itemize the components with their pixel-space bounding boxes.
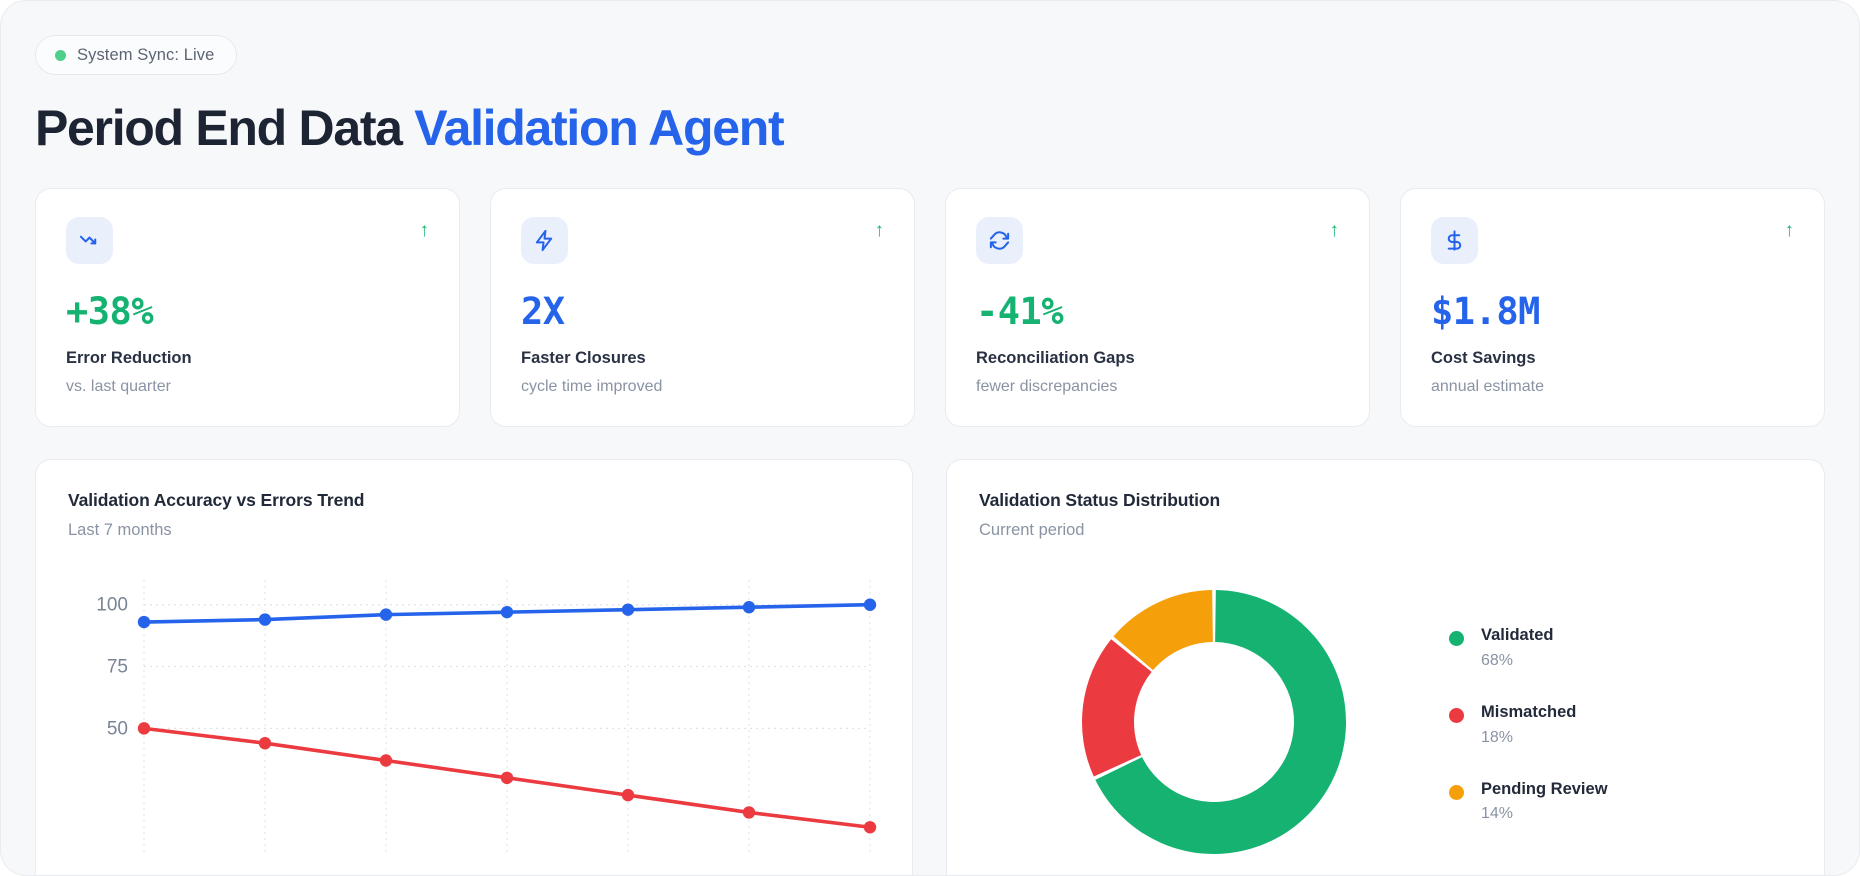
kpi-value: +38%: [66, 290, 154, 333]
donut-chart-plot: [979, 566, 1449, 872]
status-badge: System Sync: Live: [35, 35, 238, 75]
data-point: [258, 613, 272, 626]
kpi-label: Cost Savings: [1431, 349, 1536, 367]
donut-slice-validated: [1095, 590, 1346, 854]
legend-label: Validated: [1481, 626, 1554, 644]
arrow-up-icon: ↑: [1784, 220, 1795, 241]
kpi-card-faster-closures[interactable]: ↑ 2X Faster Closures cycle time improved: [490, 188, 915, 427]
line-chart-title: Validation Accuracy vs Errors Trend: [68, 490, 365, 510]
dollar-sign-icon: [1431, 217, 1478, 264]
legend-color-dot-icon: [1449, 631, 1464, 646]
kpi-label: Reconciliation Gaps: [976, 349, 1135, 367]
donut-chart-legend: Validated 68% Mismatched 18% Pending Review 1…: [1449, 566, 1608, 823]
kpi-card-header: ↑: [66, 217, 429, 264]
kpi-value: 2X: [521, 290, 565, 333]
data-point: [379, 608, 393, 621]
legend-text: Pending Review 14%: [1481, 780, 1608, 824]
donut-chart-title: Validation Status Distribution: [979, 490, 1221, 510]
data-point: [621, 788, 635, 802]
data-point: [137, 615, 151, 629]
arrow-up-icon: ↑: [419, 220, 430, 241]
kpi-sublabel: cycle time improved: [521, 378, 663, 395]
donut-chart-panel: Validation Status Distribution Current p…: [946, 459, 1825, 875]
donut-chart-svg: [1082, 590, 1346, 854]
kpi-label: Faster Closures: [521, 349, 646, 367]
panel-grid: Validation Accuracy vs Errors Trend Last…: [35, 459, 1825, 875]
kpi-card-header: ↑: [976, 217, 1339, 264]
legend-item[interactable]: Mismatched 18%: [1449, 703, 1608, 747]
data-point: [742, 601, 756, 614]
legend-item[interactable]: Pending Review 14%: [1449, 780, 1608, 824]
data-point: [742, 806, 756, 819]
legend-value: 14%: [1481, 805, 1514, 823]
data-point: [621, 603, 635, 616]
kpi-card-reconciliation-gaps[interactable]: ↑ -41% Reconciliation Gaps fewer discrep…: [945, 188, 1370, 427]
legend-color-dot-icon: [1449, 784, 1464, 800]
kpi-card-header: ↑: [1431, 217, 1794, 264]
donut-chart-subtitle: Current period: [979, 521, 1085, 539]
data-point: [500, 771, 514, 785]
page-title-lead: Period End Data: [35, 100, 415, 156]
line-chart-plot: 100 75 50: [68, 562, 880, 867]
kpi-sublabel: annual estimate: [1431, 378, 1544, 395]
legend-text: Validated 68%: [1481, 626, 1553, 670]
lightning-bolt-icon: [521, 217, 568, 264]
status-dot-icon: [55, 49, 66, 61]
data-point: [379, 754, 393, 767]
data-point: [258, 737, 272, 750]
y-axis-tick-label: 75: [107, 657, 128, 678]
arrow-up-icon: ↑: [1329, 220, 1340, 241]
kpi-card-cost-savings[interactable]: ↑ $1.8M Cost Savings annual estimate: [1400, 188, 1825, 427]
trending-down-icon: [66, 217, 113, 264]
legend-color-dot-icon: [1449, 707, 1464, 723]
data-point: [137, 722, 151, 735]
kpi-card-grid: ↑ +38% Error Reduction vs. last quarter …: [35, 188, 1825, 427]
kpi-card-header: ↑: [521, 217, 884, 264]
legend-item[interactable]: Validated 68%: [1449, 626, 1608, 670]
line-chart-subtitle: Last 7 months: [68, 521, 172, 539]
data-point: [863, 821, 877, 834]
donut-chart-body: Validated 68% Mismatched 18% Pending Review 1…: [979, 566, 1792, 872]
data-point: [500, 605, 514, 619]
kpi-label: Error Reduction: [66, 349, 192, 367]
data-point: [863, 598, 877, 611]
y-axis-tick-label: 50: [107, 718, 128, 739]
line-chart-panel: Validation Accuracy vs Errors Trend Last…: [35, 459, 913, 875]
kpi-sublabel: fewer discrepancies: [976, 378, 1118, 395]
arrow-up-icon: ↑: [874, 220, 885, 241]
donut-slice-mismatched: [1082, 639, 1152, 777]
donut-slice-pending-review: [1113, 590, 1213, 671]
legend-value: 68%: [1481, 651, 1514, 669]
line-chart-svg: 100 75 50: [96, 580, 877, 852]
refresh-sync-icon: [976, 217, 1023, 264]
kpi-sublabel: vs. last quarter: [66, 378, 171, 395]
kpi-value: $1.8M: [1431, 290, 1540, 333]
page-title: Period End Data Validation Agent: [35, 101, 1825, 155]
page-title-accent: Validation Agent: [414, 100, 784, 156]
y-axis-tick-label: 100: [96, 595, 128, 616]
legend-label: Mismatched: [1481, 702, 1577, 721]
legend-text: Mismatched 18%: [1481, 703, 1576, 747]
kpi-card-error-reduction[interactable]: ↑ +38% Error Reduction vs. last quarter: [35, 188, 460, 427]
kpi-value: -41%: [976, 290, 1064, 333]
legend-value: 18%: [1481, 728, 1514, 746]
status-badge-label: System Sync: Live: [77, 45, 215, 64]
legend-label: Pending Review: [1481, 779, 1608, 798]
